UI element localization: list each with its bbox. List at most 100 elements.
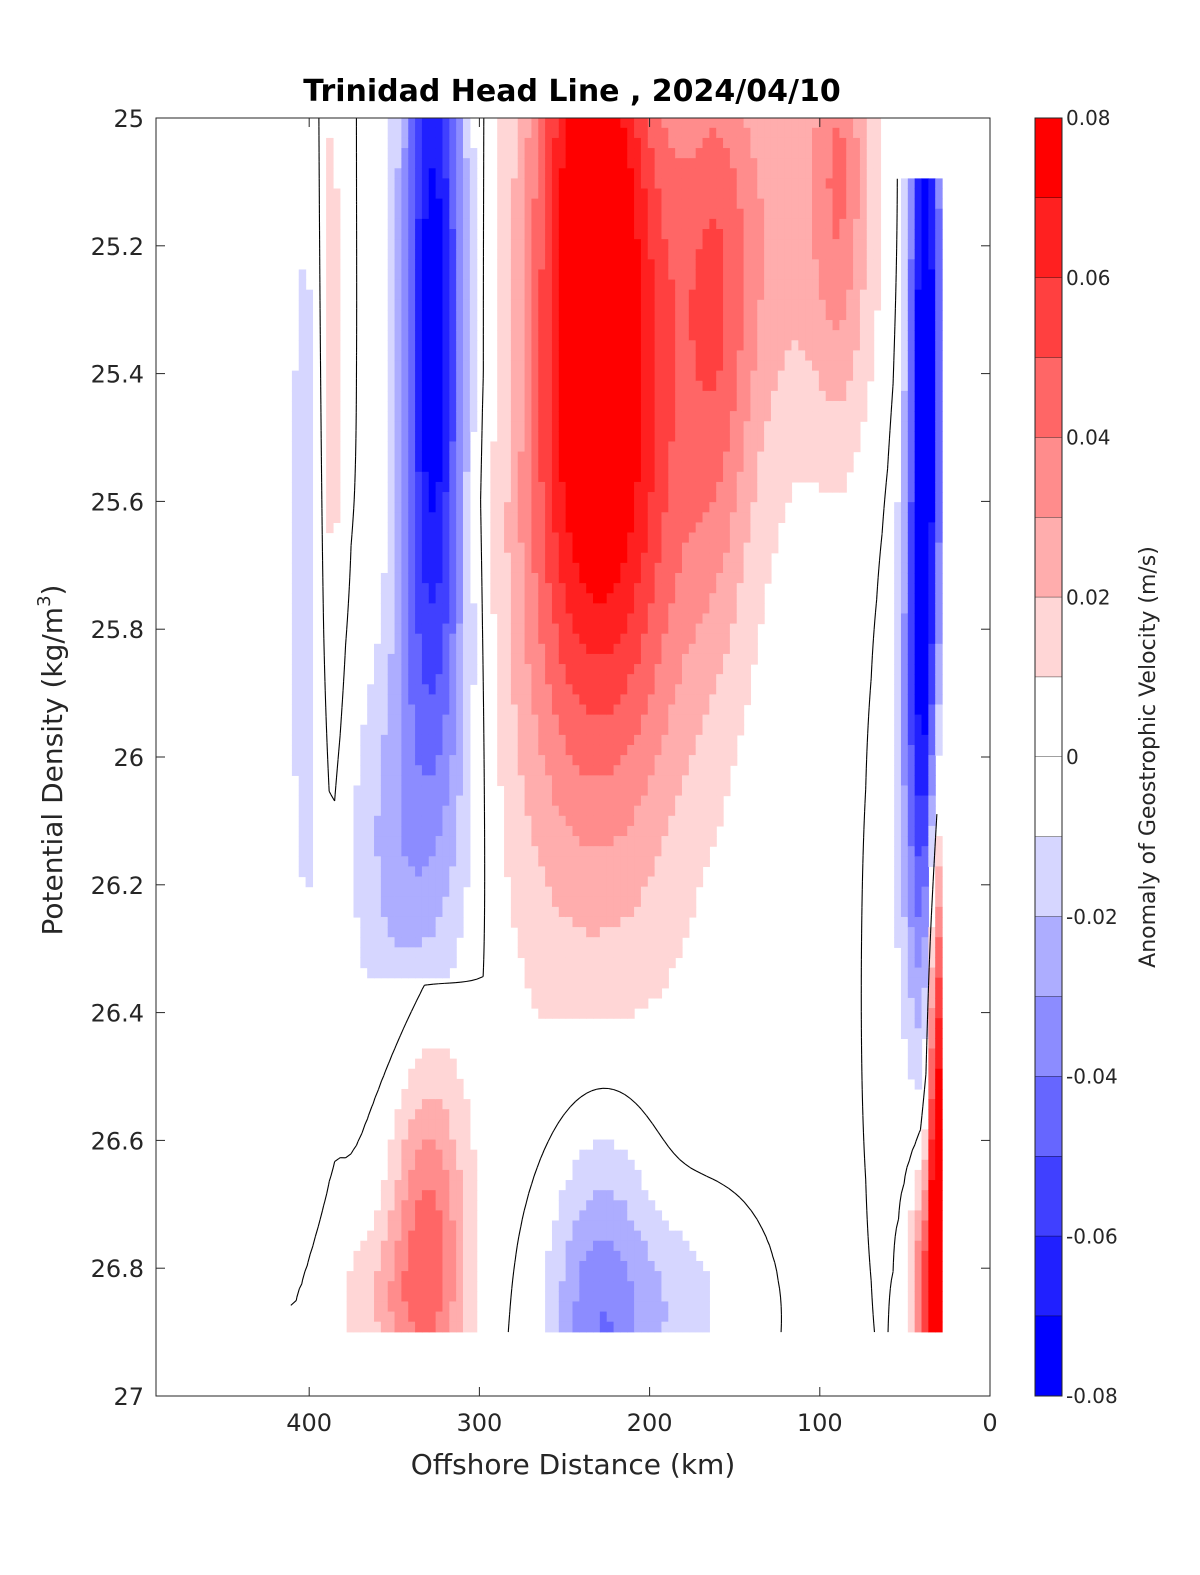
field-cell: [449, 340, 457, 352]
field-cell: [675, 461, 683, 473]
field-cell: [428, 168, 437, 180]
field-cell: [517, 299, 526, 311]
field-cell: [675, 370, 683, 382]
field-cell: [442, 239, 450, 250]
field-cell: [681, 886, 690, 898]
field-cell: [394, 825, 402, 837]
field-cell: [695, 380, 704, 392]
field-cell: [531, 118, 539, 129]
field-cell: [408, 1149, 416, 1161]
field-cell: [606, 188, 615, 200]
field-cell: [456, 228, 464, 240]
field-cell: [442, 421, 450, 432]
field-cell: [654, 461, 663, 473]
field-cell: [716, 431, 724, 443]
field-cell: [428, 380, 437, 392]
field-cell: [723, 461, 731, 473]
field-cell: [374, 967, 382, 979]
field-cell: [462, 158, 471, 169]
field-cell: [545, 967, 553, 979]
field-cell: [593, 461, 601, 473]
field-cell: [613, 846, 621, 857]
field-cell: [504, 593, 512, 604]
field-cell: [634, 370, 642, 382]
field-cell: [654, 1240, 663, 1252]
field-cell: [593, 593, 601, 604]
field-cell: [442, 471, 450, 483]
field-cell: [442, 532, 450, 544]
field-cell: [640, 249, 649, 260]
field-cell: [647, 208, 656, 220]
field-cell: [545, 694, 553, 706]
field-cell: [326, 228, 334, 240]
field-cell: [387, 168, 396, 180]
field-cell: [565, 583, 574, 594]
field-cell: [640, 977, 649, 989]
field-cell: [709, 158, 717, 169]
field-cell: [421, 441, 430, 453]
field-cell: [675, 714, 683, 726]
field-cell: [538, 704, 546, 716]
field-cell: [305, 522, 314, 534]
field-cell: [462, 512, 471, 523]
field-cell: [531, 825, 539, 837]
field-cell: [442, 269, 450, 281]
field-cell: [401, 137, 409, 149]
field-cell: [716, 542, 724, 554]
field-cell: [723, 684, 731, 695]
field-cell: [360, 866, 368, 878]
field-cell: [695, 320, 704, 331]
field-cell: [593, 603, 601, 615]
field-cell: [695, 825, 704, 837]
field-cell: [387, 299, 396, 311]
field-cell: [374, 674, 382, 685]
field-cell: [449, 947, 457, 959]
field-cell: [360, 927, 368, 938]
field-cell: [716, 785, 724, 797]
field-cell: [647, 198, 656, 210]
field-cell: [634, 441, 642, 453]
field-cell: [620, 522, 628, 534]
field-cell: [572, 400, 580, 412]
field-cell: [620, 512, 628, 523]
field-cell: [647, 249, 656, 260]
field-cell: [305, 664, 314, 675]
field-cell: [421, 481, 430, 493]
field-cell: [593, 421, 601, 432]
field-cell: [517, 512, 526, 523]
field-cell: [428, 947, 437, 959]
field-cell: [387, 916, 396, 928]
field-cell: [531, 239, 539, 250]
field-cell: [510, 572, 519, 584]
field-cell: [538, 836, 546, 847]
field-cell: [394, 461, 402, 473]
field-cell: [661, 977, 669, 989]
field-cell: [394, 1159, 402, 1171]
field-cell: [408, 118, 416, 129]
field-cell: [688, 734, 697, 746]
field-cell: [634, 937, 642, 948]
field-cell: [408, 1129, 416, 1141]
field-cell: [435, 1129, 444, 1141]
field-cell: [558, 1190, 567, 1201]
field-cell: [661, 1281, 669, 1292]
field-cell: [620, 886, 628, 898]
field-cell: [298, 441, 307, 453]
field-cell: [586, 269, 594, 281]
field-cell: [593, 1291, 601, 1303]
field-cell: [661, 441, 669, 453]
field-cell: [517, 775, 526, 787]
field-cell: [456, 1321, 464, 1333]
field-cell: [723, 309, 731, 321]
field-cell: [442, 704, 450, 716]
field-cell: [627, 532, 635, 544]
field-cell: [298, 502, 307, 513]
field-cell: [668, 906, 676, 918]
field-cell: [449, 1260, 457, 1272]
field-cell: [360, 1250, 368, 1262]
field-cell: [606, 279, 615, 291]
field-cell: [681, 664, 690, 675]
field-cell: [435, 1078, 444, 1090]
field-cell: [688, 542, 697, 554]
field-cell: [504, 643, 512, 655]
